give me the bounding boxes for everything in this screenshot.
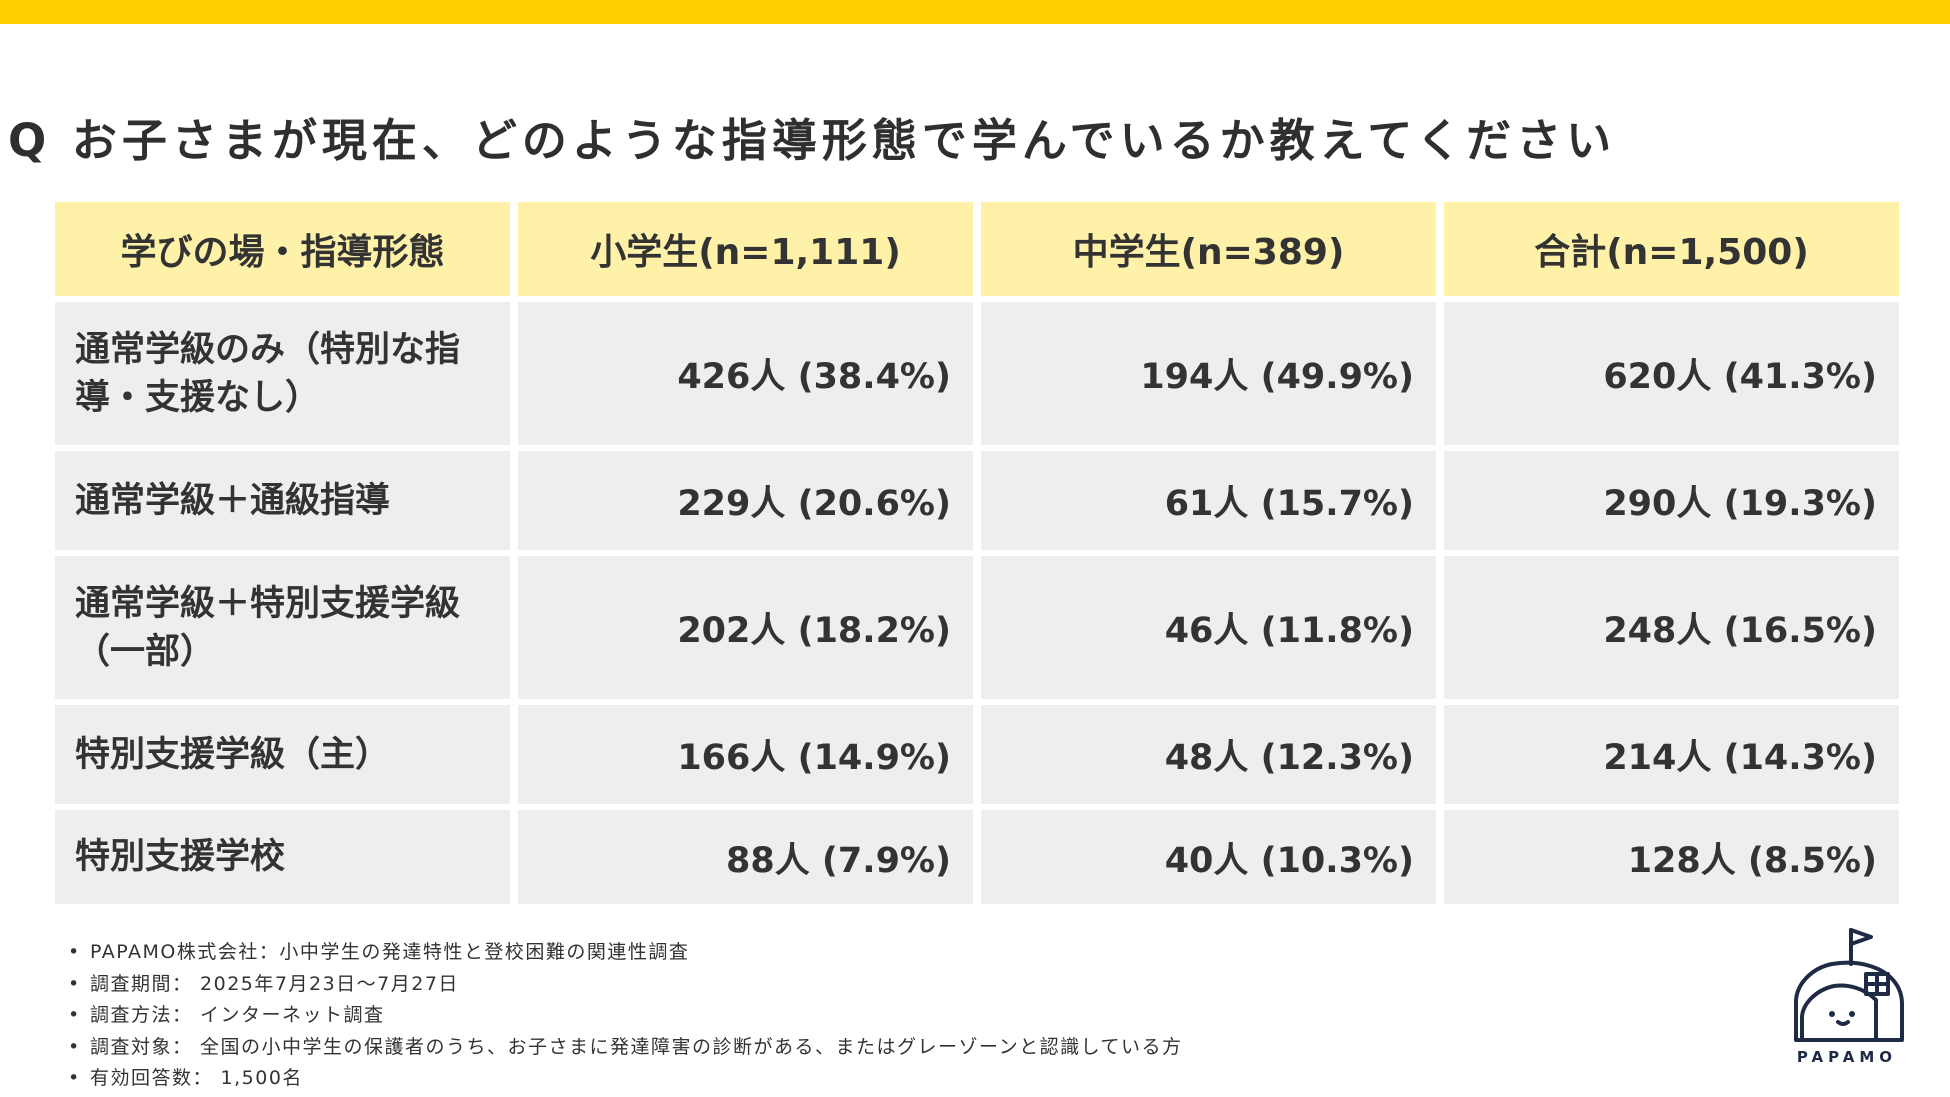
cell-junior-high: 61人 (15.7%) [981,451,1436,550]
top-accent-bar [0,0,1950,24]
row-label: 特別支援学級（主） [55,705,510,804]
header-learning-place: 学びの場・指導形態 [55,202,510,296]
cell-elementary: 166人 (14.9%) [518,705,973,804]
table-row: 通常学級のみ（特別な指導・支援なし） 426人 (38.4%) 194人 (49… [55,302,1899,445]
table-header-row: 学びの場・指導形態 小学生(n=1,111) 中学生(n=389) 合計(n=1… [55,202,1899,296]
row-label: 特別支援学校 [55,810,510,904]
brand-logo-text: PAPAMO [1796,1048,1898,1066]
row-label: 通常学級＋通級指導 [55,451,510,550]
cell-elementary: 88人 (7.9%) [518,810,973,904]
cell-junior-high: 48人 (12.3%) [981,705,1436,804]
cell-total: 128人 (8.5%) [1444,810,1899,904]
note-item: 調査対象： 全国の小中学生の保護者のうち、お子さまに発達障害の診断がある、または… [68,1032,1183,1064]
cell-total: 214人 (14.3%) [1444,705,1899,804]
note-item: 調査方法： インターネット調査 [68,1000,1183,1032]
cell-elementary: 202人 (18.2%) [518,556,973,699]
table-row: 特別支援学級（主） 166人 (14.9%) 48人 (12.3%) 214人 … [55,705,1899,804]
cell-elementary: 426人 (38.4%) [518,302,973,445]
row-label: 通常学級＋特別支援学級（一部） [55,556,510,699]
page-title: Q お子さまが現在、どのような指導形態で学んでいるか教えてください [8,114,1617,167]
cell-junior-high: 46人 (11.8%) [981,556,1436,699]
table-row: 通常学級＋特別支援学級（一部） 202人 (18.2%) 46人 (11.8%)… [55,556,1899,699]
house-face-icon [1794,928,1904,1042]
header-junior-high: 中学生(n=389) [981,202,1436,296]
header-elementary: 小学生(n=1,111) [518,202,973,296]
note-item: 調査期間： 2025年7月23日～7月27日 [68,969,1183,1001]
survey-notes: PAPAMO株式会社：小中学生の発達特性と登校困難の関連性調査 調査期間： 20… [68,937,1183,1095]
cell-elementary: 229人 (20.6%) [518,451,973,550]
table-row: 通常学級＋通級指導 229人 (20.6%) 61人 (15.7%) 290人 … [55,451,1899,550]
cell-total: 620人 (41.3%) [1444,302,1899,445]
table-row: 特別支援学校 88人 (7.9%) 40人 (10.3%) 128人 (8.5%… [55,810,1899,904]
note-item: 有効回答数： 1,500名 [68,1063,1183,1095]
survey-table: 学びの場・指導形態 小学生(n=1,111) 中学生(n=389) 合計(n=1… [47,196,1907,910]
cell-total: 248人 (16.5%) [1444,556,1899,699]
cell-total: 290人 (19.3%) [1444,451,1899,550]
note-item: PAPAMO株式会社：小中学生の発達特性と登校困難の関連性調査 [68,937,1183,969]
cell-junior-high: 194人 (49.9%) [981,302,1436,445]
cell-junior-high: 40人 (10.3%) [981,810,1436,904]
header-total: 合計(n=1,500) [1444,202,1899,296]
row-label: 通常学級のみ（特別な指導・支援なし） [55,302,510,445]
